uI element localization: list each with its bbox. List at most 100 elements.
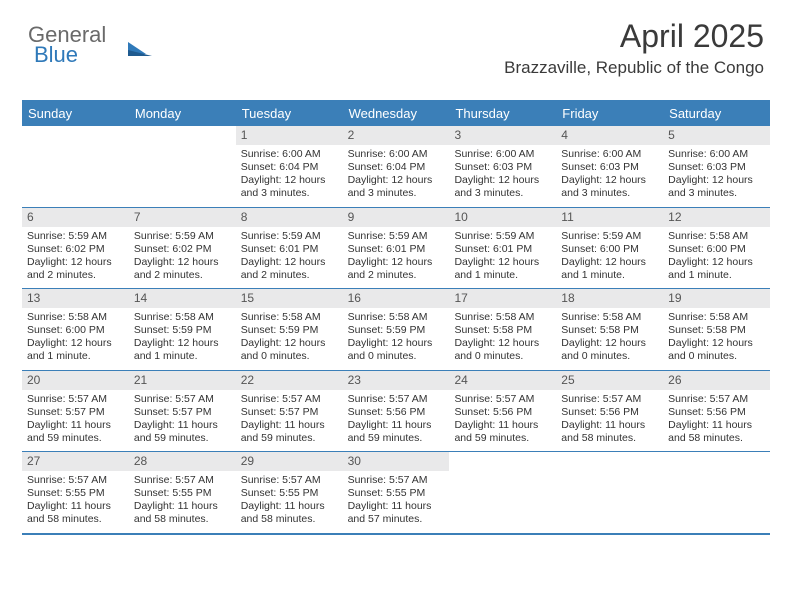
sunrise-text: Sunrise: 5:58 AM [348, 311, 445, 324]
sunrise-text: Sunrise: 5:57 AM [241, 393, 338, 406]
dow-tuesday: Tuesday [236, 102, 343, 126]
day-body: Sunrise: 5:57 AMSunset: 5:56 PMDaylight:… [663, 390, 770, 452]
calendar-day-cell: 12Sunrise: 5:58 AMSunset: 6:00 PMDayligh… [663, 208, 770, 289]
day-number: 12 [663, 208, 770, 227]
sunset-text: Sunset: 5:55 PM [27, 487, 124, 500]
daylight-text: Daylight: 12 hours and 3 minutes. [348, 174, 445, 200]
sunset-text: Sunset: 6:02 PM [27, 243, 124, 256]
sunset-text: Sunset: 6:01 PM [241, 243, 338, 256]
sunset-text: Sunset: 5:57 PM [27, 406, 124, 419]
daylight-text: Daylight: 11 hours and 58 minutes. [561, 419, 658, 445]
sunrise-text: Sunrise: 5:58 AM [668, 311, 765, 324]
sunset-text: Sunset: 6:03 PM [668, 161, 765, 174]
daylight-text: Daylight: 12 hours and 0 minutes. [241, 337, 338, 363]
calendar-day-cell: 21Sunrise: 5:57 AMSunset: 5:57 PMDayligh… [129, 371, 236, 452]
day-number: 22 [236, 371, 343, 390]
day-number: 30 [343, 452, 450, 471]
sunrise-text: Sunrise: 6:00 AM [561, 148, 658, 161]
sunrise-text: Sunrise: 5:59 AM [561, 230, 658, 243]
sunrise-text: Sunrise: 5:58 AM [27, 311, 124, 324]
calendar-day-cell: 20Sunrise: 5:57 AMSunset: 5:57 PMDayligh… [22, 371, 129, 452]
day-number: 7 [129, 208, 236, 227]
sunrise-text: Sunrise: 5:58 AM [241, 311, 338, 324]
sunset-text: Sunset: 5:56 PM [454, 406, 551, 419]
daylight-text: Daylight: 11 hours and 58 minutes. [668, 419, 765, 445]
day-body: Sunrise: 5:59 AMSunset: 6:02 PMDaylight:… [129, 227, 236, 289]
sunrise-text: Sunrise: 5:59 AM [134, 230, 231, 243]
daylight-text: Daylight: 11 hours and 58 minutes. [241, 500, 338, 526]
calendar-day-cell [129, 126, 236, 207]
daylight-text: Daylight: 11 hours and 57 minutes. [348, 500, 445, 526]
sunrise-text: Sunrise: 5:59 AM [27, 230, 124, 243]
day-body: Sunrise: 5:57 AMSunset: 5:55 PMDaylight:… [343, 471, 450, 533]
sunrise-text: Sunrise: 5:57 AM [348, 393, 445, 406]
sunset-text: Sunset: 5:59 PM [241, 324, 338, 337]
daylight-text: Daylight: 12 hours and 3 minutes. [668, 174, 765, 200]
daylight-text: Daylight: 12 hours and 2 minutes. [134, 256, 231, 282]
day-body: Sunrise: 6:00 AMSunset: 6:04 PMDaylight:… [343, 145, 450, 207]
sunrise-text: Sunrise: 5:57 AM [27, 393, 124, 406]
day-number: 21 [129, 371, 236, 390]
day-body: Sunrise: 5:57 AMSunset: 5:55 PMDaylight:… [129, 471, 236, 533]
day-body: Sunrise: 5:59 AMSunset: 6:02 PMDaylight:… [22, 227, 129, 289]
calendar-day-cell: 16Sunrise: 5:58 AMSunset: 5:59 PMDayligh… [343, 289, 450, 370]
dow-saturday: Saturday [663, 102, 770, 126]
sunset-text: Sunset: 5:57 PM [241, 406, 338, 419]
day-body [449, 471, 556, 527]
sunset-text: Sunset: 6:04 PM [241, 161, 338, 174]
sunset-text: Sunset: 5:55 PM [348, 487, 445, 500]
day-body: Sunrise: 5:58 AMSunset: 5:58 PMDaylight:… [663, 308, 770, 370]
daylight-text: Daylight: 11 hours and 58 minutes. [27, 500, 124, 526]
sunrise-text: Sunrise: 5:58 AM [561, 311, 658, 324]
day-number: 19 [663, 289, 770, 308]
sunrise-text: Sunrise: 5:58 AM [668, 230, 765, 243]
daylight-text: Daylight: 12 hours and 3 minutes. [454, 174, 551, 200]
day-number: 16 [343, 289, 450, 308]
day-body: Sunrise: 5:58 AMSunset: 6:00 PMDaylight:… [663, 227, 770, 289]
day-number: 5 [663, 126, 770, 145]
calendar-day-cell [556, 452, 663, 533]
calendar-day-cell [663, 452, 770, 533]
daylight-text: Daylight: 11 hours and 59 minutes. [241, 419, 338, 445]
daylight-text: Daylight: 12 hours and 0 minutes. [561, 337, 658, 363]
day-number: 6 [22, 208, 129, 227]
sunset-text: Sunset: 6:00 PM [668, 243, 765, 256]
calendar-day-cell: 11Sunrise: 5:59 AMSunset: 6:00 PMDayligh… [556, 208, 663, 289]
daylight-text: Daylight: 12 hours and 0 minutes. [454, 337, 551, 363]
day-body: Sunrise: 5:58 AMSunset: 5:59 PMDaylight:… [236, 308, 343, 370]
daylight-text: Daylight: 12 hours and 2 minutes. [348, 256, 445, 282]
sunrise-text: Sunrise: 5:57 AM [134, 474, 231, 487]
day-body [556, 471, 663, 527]
day-number [22, 126, 129, 145]
dow-monday: Monday [129, 102, 236, 126]
calendar-day-cell: 14Sunrise: 5:58 AMSunset: 5:59 PMDayligh… [129, 289, 236, 370]
day-body: Sunrise: 5:57 AMSunset: 5:55 PMDaylight:… [22, 471, 129, 533]
day-of-week-header: Sunday Monday Tuesday Wednesday Thursday… [22, 102, 770, 126]
day-number [449, 452, 556, 471]
day-number: 11 [556, 208, 663, 227]
sunset-text: Sunset: 6:00 PM [561, 243, 658, 256]
calendar-week: 1Sunrise: 6:00 AMSunset: 6:04 PMDaylight… [22, 126, 770, 208]
sunrise-text: Sunrise: 5:57 AM [134, 393, 231, 406]
sunset-text: Sunset: 6:04 PM [348, 161, 445, 174]
daylight-text: Daylight: 12 hours and 1 minute. [561, 256, 658, 282]
calendar-day-cell [449, 452, 556, 533]
sunrise-text: Sunrise: 5:57 AM [668, 393, 765, 406]
sunset-text: Sunset: 5:58 PM [454, 324, 551, 337]
calendar-day-cell: 2Sunrise: 6:00 AMSunset: 6:04 PMDaylight… [343, 126, 450, 207]
page-header: General Blue April 2025 Brazzaville, Rep… [0, 0, 792, 92]
sunrise-text: Sunrise: 5:59 AM [454, 230, 551, 243]
calendar-table: Sunday Monday Tuesday Wednesday Thursday… [22, 100, 770, 535]
sunrise-text: Sunrise: 5:57 AM [241, 474, 338, 487]
day-number: 27 [22, 452, 129, 471]
day-body [129, 145, 236, 201]
calendar-day-cell: 3Sunrise: 6:00 AMSunset: 6:03 PMDaylight… [449, 126, 556, 207]
day-body: Sunrise: 5:57 AMSunset: 5:57 PMDaylight:… [129, 390, 236, 452]
day-body: Sunrise: 6:00 AMSunset: 6:03 PMDaylight:… [449, 145, 556, 207]
day-number: 25 [556, 371, 663, 390]
calendar-day-cell: 19Sunrise: 5:58 AMSunset: 5:58 PMDayligh… [663, 289, 770, 370]
day-body: Sunrise: 5:59 AMSunset: 6:00 PMDaylight:… [556, 227, 663, 289]
logo-text-line2: Blue [34, 42, 78, 68]
sunrise-text: Sunrise: 5:57 AM [454, 393, 551, 406]
sunset-text: Sunset: 5:59 PM [134, 324, 231, 337]
